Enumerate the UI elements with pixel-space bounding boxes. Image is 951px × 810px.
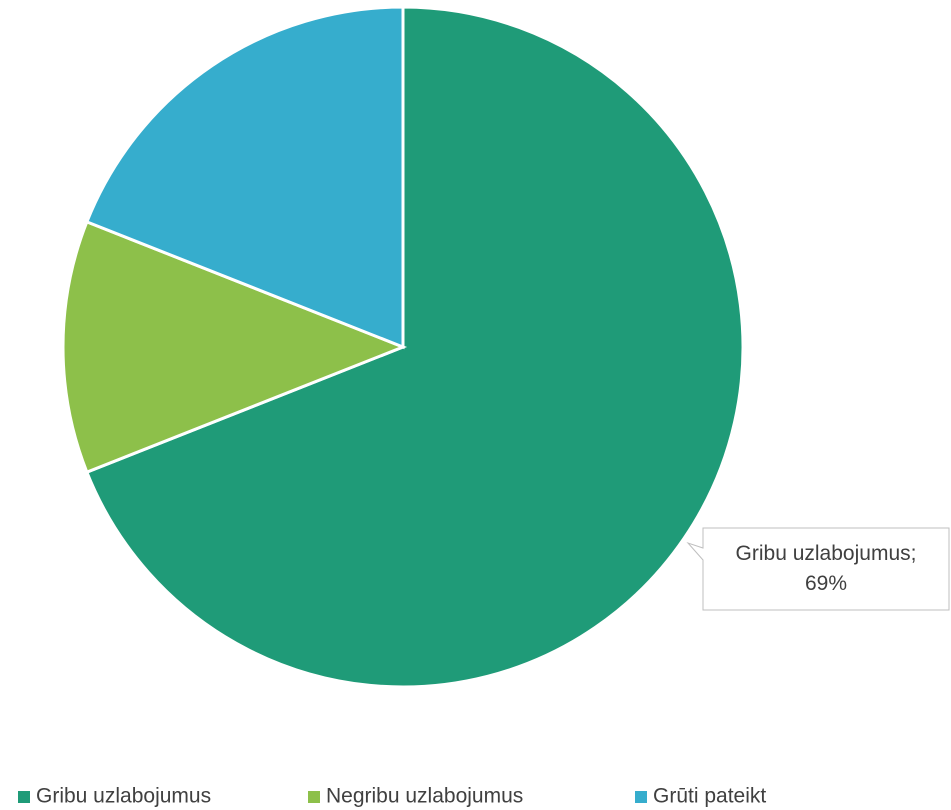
callout-box [686,527,950,611]
pie-slice [84,5,745,689]
data-label: Gribu uzlabojumus; 69% [735,542,917,595]
pie-slice [61,219,408,475]
data-label-box: Gribu uzlabojumus; 69% [703,530,949,608]
legend-swatch [635,791,647,803]
legend-swatch [308,791,320,803]
legend-label: Grūti pateikt [653,785,766,808]
legend-swatch [18,791,30,803]
legend-label: Negribu uzlabojumus [326,785,523,808]
pie-slice [84,5,405,350]
legend-label: Gribu uzlabojumus [36,785,211,808]
